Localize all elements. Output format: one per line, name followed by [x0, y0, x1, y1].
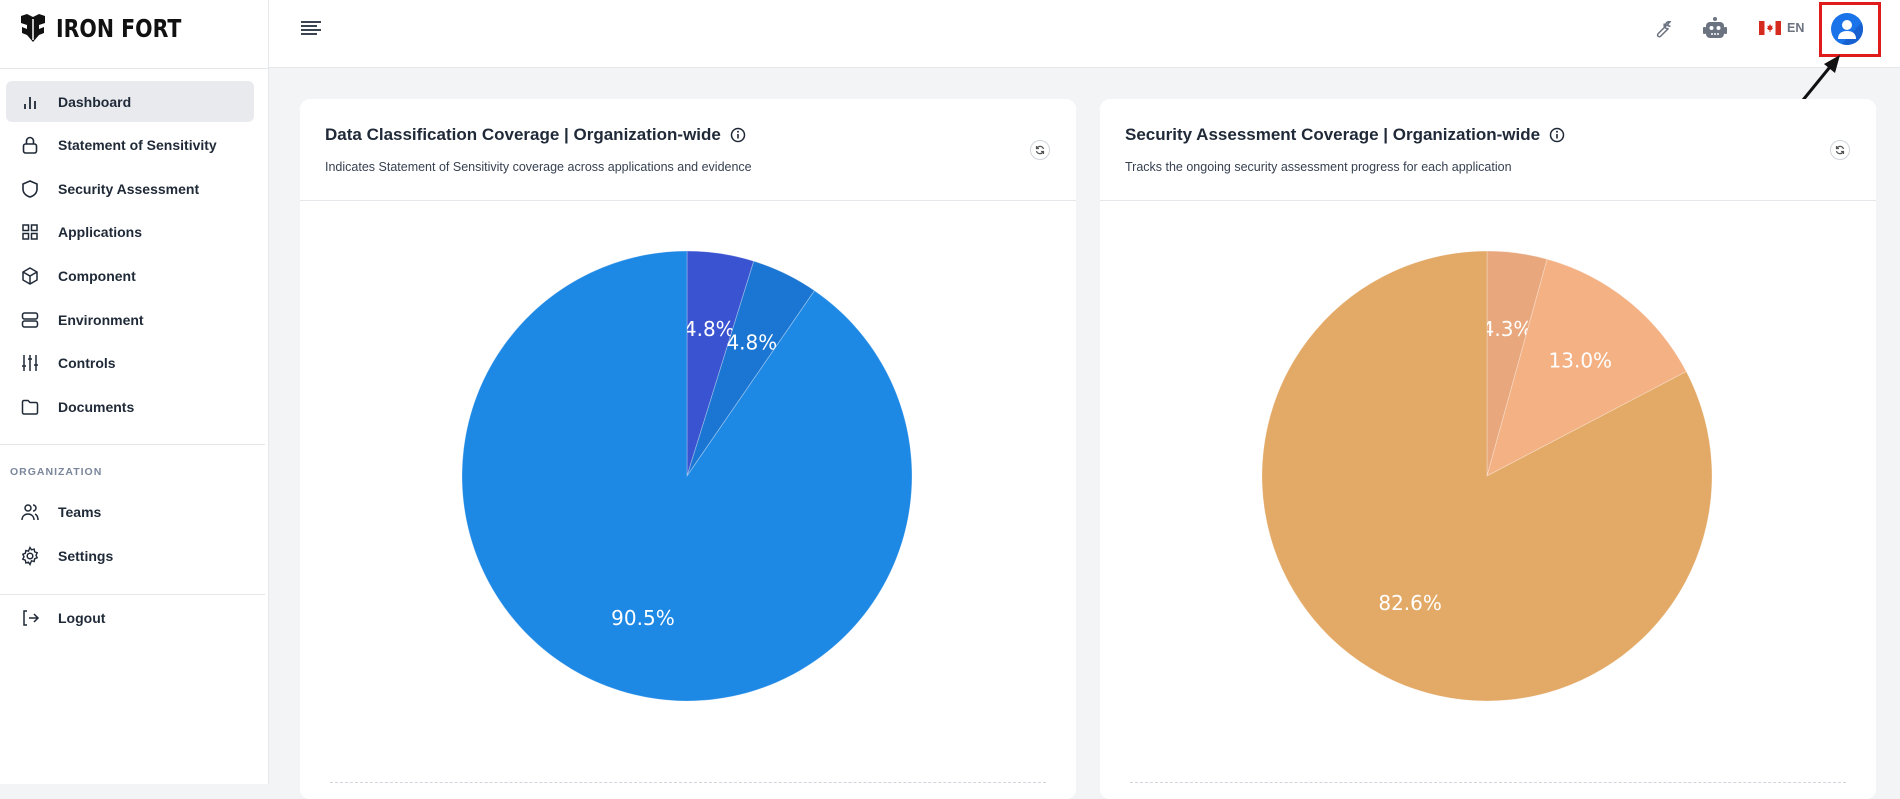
- highlight-box: [1819, 2, 1881, 57]
- wrench-icon[interactable]: [1652, 19, 1672, 39]
- pie-chart: 4.8%4.8% 90.5%: [461, 250, 913, 702]
- sidebar-item-label: Documents: [58, 398, 135, 415]
- sidebar-item-dashboard[interactable]: Dashboard: [6, 81, 254, 122]
- logo[interactable]: IRON FORT: [20, 13, 209, 43]
- folder-icon: [21, 399, 39, 415]
- slice-label: 90.5%: [611, 606, 675, 630]
- grid-icon: [22, 224, 38, 241]
- sidebar-item-logout[interactable]: Logout: [6, 597, 254, 638]
- sidebar-item-environment[interactable]: Environment: [6, 299, 254, 340]
- slice-label: 4.8%: [726, 330, 777, 354]
- lock-icon: [22, 136, 38, 154]
- user-avatar-icon: [1838, 20, 1863, 45]
- card-title: Data Classification Coverage | Organizat…: [325, 125, 721, 144]
- divider: [0, 594, 265, 595]
- iron-fort-logo-icon: [21, 14, 45, 42]
- refresh-button[interactable]: [1830, 140, 1850, 160]
- info-icon[interactable]: [730, 127, 746, 143]
- divider: [0, 68, 269, 69]
- sidebar-item-label: Environment: [58, 311, 144, 328]
- sidebar-item-security-assessment[interactable]: Security Assessment: [6, 168, 254, 209]
- divider: [1130, 782, 1846, 783]
- card-subtitle: Tracks the ongoing security assessment p…: [1125, 160, 1512, 174]
- section-label-organization: ORGANIZATION: [10, 466, 103, 478]
- slice-label: 4.8%: [684, 317, 735, 341]
- data-classification-card: Data Classification Coverage | Organizat…: [300, 99, 1076, 799]
- pie-slice[interactable]: [686, 260, 816, 477]
- sidebar-item-label: Statement of Sensitivity: [58, 137, 217, 154]
- sidebar-item-statement-of-sensitivity[interactable]: Statement of Sensitivity: [6, 125, 254, 166]
- sidebar-item-label: Settings: [58, 547, 114, 564]
- refresh-button[interactable]: [1030, 140, 1050, 160]
- sidebar-item-label: Security Assessment: [58, 180, 200, 197]
- sliders-icon: [22, 355, 38, 372]
- robot-icon[interactable]: [1702, 16, 1728, 40]
- slice-label: 4.3%: [1482, 317, 1533, 341]
- sidebar-item-label: Component: [58, 267, 136, 284]
- gear-icon: [21, 545, 39, 566]
- top-header: EN: [269, 0, 1900, 68]
- shield-icon: [22, 179, 38, 198]
- pie-slice[interactable]: [1486, 250, 1548, 477]
- sidebar-item-settings[interactable]: Settings: [6, 535, 254, 576]
- sidebar: IRON FORT Dashboard Statement of Sensitiv…: [0, 0, 269, 784]
- sidebar-item-controls[interactable]: Controls: [6, 343, 254, 384]
- sidebar-item-documents[interactable]: Documents: [6, 386, 254, 427]
- language-label[interactable]: EN: [1787, 21, 1805, 35]
- sidebar-item-component[interactable]: Component: [6, 255, 254, 296]
- sidebar-item-label: Applications: [58, 224, 143, 241]
- security-assessment-card: Security Assessment Coverage | Organizat…: [1100, 99, 1876, 799]
- sidebar-item-applications[interactable]: Applications: [6, 212, 254, 253]
- refresh-icon: [1835, 145, 1845, 155]
- pie-slice[interactable]: [1486, 258, 1687, 477]
- sidebar-item-label: Teams: [58, 503, 102, 520]
- users-icon: [21, 503, 39, 520]
- bar-chart-icon: [24, 96, 36, 109]
- pie-slice[interactable]: [461, 250, 913, 702]
- divider: [330, 782, 1046, 783]
- sidebar-item-label: Dashboard: [58, 93, 132, 110]
- user-avatar-button[interactable]: [1831, 13, 1863, 45]
- pie-chart: 4.3% 13.0% 82.6%: [1261, 250, 1713, 702]
- card-subtitle: Indicates Statement of Sensitivity cover…: [325, 160, 752, 174]
- server-icon: [21, 311, 39, 328]
- divider: [0, 444, 265, 445]
- sidebar-item-label: Controls: [58, 355, 116, 372]
- info-icon[interactable]: [1549, 127, 1565, 143]
- logout-icon: [23, 609, 40, 626]
- slice-label: 82.6%: [1378, 591, 1442, 615]
- sidebar-item-label: Logout: [58, 609, 106, 626]
- brand-name: IRON FORT: [56, 13, 182, 43]
- pie-slice[interactable]: [686, 250, 755, 477]
- pie-slice[interactable]: [1261, 250, 1713, 702]
- refresh-icon: [1035, 145, 1045, 155]
- menu-icon[interactable]: [301, 20, 321, 36]
- cube-icon: [22, 267, 38, 285]
- canada-flag-icon[interactable]: [1759, 21, 1781, 35]
- sidebar-item-teams[interactable]: Teams: [6, 491, 254, 532]
- card-title: Security Assessment Coverage | Organizat…: [1125, 125, 1541, 144]
- slice-label: 13.0%: [1549, 348, 1613, 372]
